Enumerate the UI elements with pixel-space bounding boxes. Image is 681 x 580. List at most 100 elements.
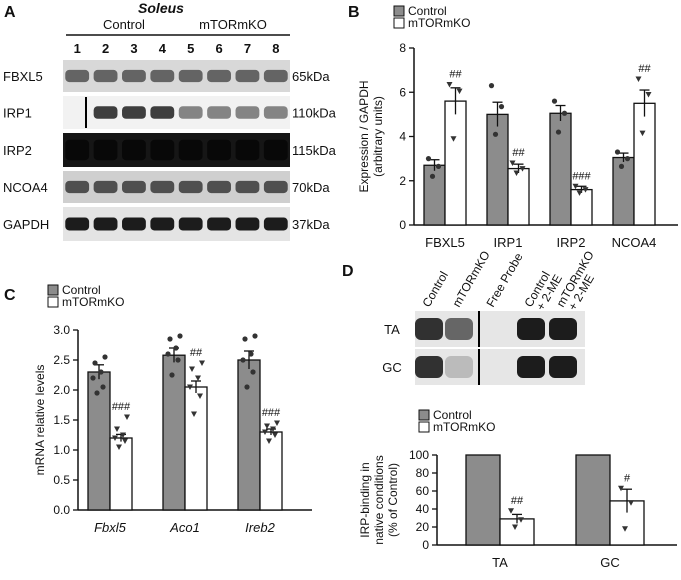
data-point-control (425, 156, 432, 162)
data-point-ko (114, 426, 120, 432)
lane-label-8: 8 (272, 41, 279, 56)
blot-row-label-irp1: IRP1 (3, 106, 32, 121)
blot-band (263, 217, 288, 231)
panel-label-b: B (348, 4, 360, 21)
y-tick-label-40: 40 (416, 502, 430, 516)
blot-band (65, 139, 90, 161)
bar-control-irp1 (486, 113, 509, 226)
gel-band (415, 318, 443, 340)
blot-band (122, 139, 146, 161)
blot-band (207, 106, 231, 119)
blot-band (178, 180, 203, 194)
blot-band (150, 139, 175, 161)
y-tick-label-1.5: 1.5 (53, 413, 70, 427)
blot-band (93, 217, 118, 231)
data-point-ko (189, 366, 195, 372)
data-point-control (624, 156, 631, 162)
data-point-ko (195, 375, 201, 381)
y-tick-label-20: 20 (416, 520, 430, 534)
blot-band (93, 106, 118, 119)
bar-mtormko-fbxl5 (444, 100, 467, 226)
blot-band (235, 139, 260, 161)
y-tick-label-2.0: 2.0 (53, 383, 70, 397)
data-point-ko (187, 384, 193, 390)
lane-label-2: 2 (102, 41, 109, 56)
gel-band (517, 318, 545, 340)
y-tick-label-4: 4 (399, 130, 406, 144)
gel-band (517, 356, 545, 378)
data-point-control (488, 83, 495, 89)
western-blot-panel: Soleus Control mTORmKO 1 2 3 4 5 6 7 8 FBXL5 65k… (3, 0, 337, 241)
significance-irp2: ### (572, 170, 591, 182)
y-tick-label-60: 60 (416, 484, 430, 498)
bar-mtormko-ireb2 (259, 431, 283, 511)
data-point-ko (112, 435, 118, 441)
data-point-control (100, 384, 106, 390)
x-category-ireb2: Ireb2 (245, 520, 275, 535)
data-point-ko (618, 485, 624, 492)
y-axis-label-line: IRP-binding in (358, 462, 372, 537)
significance-ncoa4: ## (638, 63, 651, 75)
blot-band (150, 106, 175, 119)
data-point-ko (197, 393, 203, 399)
significance-fbxl5: ### (112, 401, 131, 413)
data-point-control (250, 369, 256, 375)
gel-band (445, 318, 473, 340)
bar-control-irp2 (549, 112, 572, 226)
chart-b: 0 2 4 6 8 Expression / GAPDH(arbitrary units)… (357, 4, 678, 250)
blot-group-ko: mTORmKO (199, 17, 267, 32)
y-tick-label-0: 0 (422, 538, 429, 552)
y-tick-label-2: 2 (399, 174, 406, 188)
data-point-control (435, 163, 442, 169)
data-point-control (92, 360, 98, 366)
blot-kda-ncoa4: 70kDa (292, 180, 330, 195)
blot-band (263, 139, 288, 161)
data-point-ko (262, 429, 268, 435)
panel-label-d: D (342, 263, 354, 280)
data-point-control (165, 351, 171, 357)
blot-band (263, 106, 288, 119)
lane-label-5: 5 (187, 41, 194, 56)
blot-kda-irp2: 115kDa (292, 143, 337, 158)
blot-kda-fbxl5: 65kDa (292, 69, 330, 84)
blot-kda-irp1: 110kDa (292, 106, 337, 121)
blot-band (150, 180, 175, 194)
data-point-control (252, 333, 258, 339)
data-point-control (177, 333, 183, 339)
legend-label-mtormko: mTORmKO (62, 295, 124, 309)
data-point-control (561, 110, 568, 116)
bar-mtormko-irp1 (507, 167, 530, 226)
x-category-irp2: IRP2 (557, 235, 586, 250)
data-point-ko (274, 420, 280, 426)
blot-title: Soleus (138, 0, 184, 16)
y-axis-label-line: mRNA relative levels (33, 365, 47, 476)
lane-label-6: 6 (215, 41, 222, 56)
data-point-control (614, 149, 621, 155)
x-category-ncoa4: NCOA4 (612, 235, 657, 250)
data-point-ko (450, 136, 457, 142)
x-category-fbxl5: Fbxl5 (94, 520, 127, 535)
data-point-ko (512, 524, 518, 530)
blot-band (263, 180, 288, 194)
data-point-control (492, 131, 499, 137)
data-point-control (244, 384, 250, 390)
bar-control-gc (575, 454, 611, 546)
legend-swatch-control (393, 5, 405, 17)
gel-column-label-0: Control (419, 269, 450, 310)
data-point-control (498, 104, 505, 110)
legend-swatch-control (47, 284, 59, 296)
data-point-control (248, 351, 254, 357)
bar-control-ta (465, 454, 501, 546)
blot-band (65, 180, 90, 194)
significance-ireb2: ### (262, 407, 281, 419)
y-tick-label-0.5: 0.5 (53, 473, 70, 487)
blot-band (235, 106, 260, 119)
data-point-ko (122, 438, 128, 444)
y-tick-label-6: 6 (399, 85, 406, 99)
blot-band (263, 69, 288, 83)
data-point-ko (513, 170, 520, 177)
y-tick-label-0.0: 0.0 (53, 503, 70, 517)
lane-label-1: 1 (74, 41, 81, 56)
blot-row-label-fbxl5: FBXL5 (3, 69, 43, 84)
